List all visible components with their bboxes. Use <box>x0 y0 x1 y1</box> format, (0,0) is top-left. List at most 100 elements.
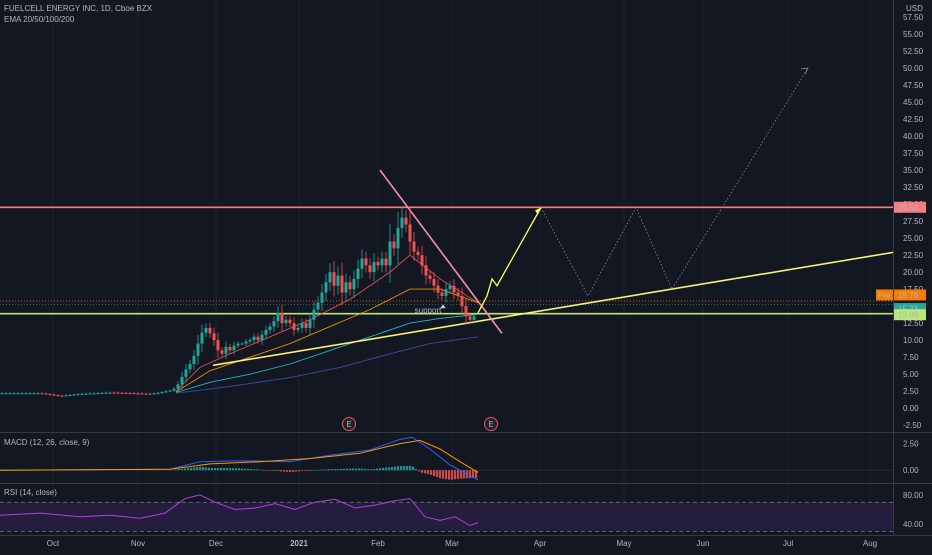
symbol-title: FUELCELL ENERGY INC, 1D, Cboe BZX <box>4 4 153 13</box>
resistance-tag-badge <box>894 201 926 213</box>
candle-body <box>368 265 372 273</box>
candle-body <box>204 327 208 333</box>
ema-legend[interactable]: EMA 20/50/100/200 <box>4 15 75 24</box>
candle-body <box>136 393 140 395</box>
time-tick-label: Oct <box>47 539 60 548</box>
macd-histogram-bar <box>406 465 409 471</box>
macd-histogram-bar <box>337 468 340 471</box>
candle-body <box>388 241 392 266</box>
candle-body <box>104 392 108 394</box>
macd-histogram-bar <box>241 468 244 471</box>
macd-histogram-bar <box>214 467 217 471</box>
candle-body <box>272 321 276 327</box>
trendlines <box>212 169 894 367</box>
macd-histogram-bar <box>202 467 205 471</box>
currency-label: USD <box>906 4 923 13</box>
rsi-legend[interactable]: RSI (14, close) <box>4 488 57 497</box>
macd-histogram-bar <box>382 467 385 471</box>
macd-histogram-bar <box>475 470 478 478</box>
macd-histogram-bar <box>385 467 388 471</box>
candle-body <box>348 282 352 290</box>
macd-histogram-bar <box>229 468 232 471</box>
ema-line-1 <box>175 254 479 392</box>
macd-histogram-bar <box>217 467 220 471</box>
macd-histogram-bar <box>298 470 301 472</box>
candle-body <box>116 392 120 394</box>
candle-body <box>24 393 28 395</box>
macd-histogram-bar <box>355 468 358 471</box>
macd-histogram-bar <box>319 469 322 471</box>
candle-body <box>28 393 32 395</box>
price-tick-label: 45.00 <box>903 98 924 107</box>
candle-body <box>128 393 132 395</box>
candle-body <box>76 394 80 396</box>
macd-histogram-bar <box>259 469 262 471</box>
price-tick-label: 52.50 <box>903 47 924 56</box>
candle-body <box>4 393 8 395</box>
candle-body <box>384 258 388 266</box>
candle-body <box>216 340 220 351</box>
candle-body <box>120 392 124 394</box>
panel-separators <box>0 0 932 536</box>
macd-histogram-bar <box>445 470 448 480</box>
macd-histogram-bar <box>373 468 376 471</box>
rsi-tick-label: 80.00 <box>903 491 924 500</box>
macd-histogram-bar <box>415 469 418 471</box>
price-tick-label: 55.00 <box>903 30 924 39</box>
earnings-marker-label: E <box>346 420 351 429</box>
macd-histogram-bar <box>376 468 379 471</box>
candle-body <box>460 295 464 307</box>
macd-histogram-bar <box>238 468 241 471</box>
macd-histogram-bar <box>328 469 331 471</box>
candle-body <box>360 258 364 269</box>
macd-histogram-bar <box>349 468 352 471</box>
candle-body <box>304 323 308 328</box>
ema-line-3 <box>175 313 479 393</box>
price-tick-label: 7.50 <box>903 353 919 362</box>
candle-body <box>264 329 268 335</box>
candle-body <box>440 292 444 296</box>
macd-histogram-bar <box>313 470 316 471</box>
projection-arrow <box>535 207 541 215</box>
macd-histogram-bar <box>181 468 184 471</box>
macd-histogram-bar <box>409 465 412 471</box>
macd-histogram-bar <box>220 468 223 471</box>
price-tick-label: 25.00 <box>903 234 924 243</box>
macd-histogram-bar <box>190 467 193 471</box>
macd-histogram-bar <box>289 470 292 473</box>
macd-histogram-bar <box>316 469 319 471</box>
rsi-band <box>0 502 893 532</box>
candle-body <box>16 393 20 395</box>
macd-histogram-bar <box>232 468 235 471</box>
candle-body <box>376 261 380 266</box>
macd-histogram-bar <box>283 470 286 472</box>
macd-histogram-bar <box>430 470 433 475</box>
ema-line-4 <box>175 336 479 394</box>
candle-body <box>72 394 76 396</box>
projection-paths <box>477 67 809 314</box>
candle-body <box>192 355 196 364</box>
candle-body <box>80 393 84 395</box>
price-tick-label: 27.50 <box>903 217 924 226</box>
pre-value-badge <box>894 289 926 301</box>
macd-histogram-bar <box>196 467 199 471</box>
candle-body <box>308 319 312 328</box>
time-tick-label: Jul <box>783 539 793 548</box>
macd-histogram-bar <box>331 469 334 471</box>
candle-body <box>276 312 280 322</box>
candle-body <box>336 275 340 286</box>
candle-body <box>420 255 424 266</box>
price-tick-label: 0.00 <box>903 404 919 413</box>
macd-histogram-bar <box>199 466 202 471</box>
annotations: support E E <box>342 304 498 431</box>
candle-body <box>312 309 316 320</box>
macd-histogram-bar <box>208 467 211 471</box>
rsi-line <box>0 494 479 527</box>
macd-histogram-bar <box>226 468 229 471</box>
price-tick-label: 57.50 <box>903 13 924 22</box>
macd-histogram-bar <box>352 468 355 471</box>
candle-body <box>160 392 164 394</box>
macd-legend[interactable]: MACD (12, 26, close, 9) <box>4 438 90 447</box>
earnings-marker-label: E <box>488 420 493 429</box>
